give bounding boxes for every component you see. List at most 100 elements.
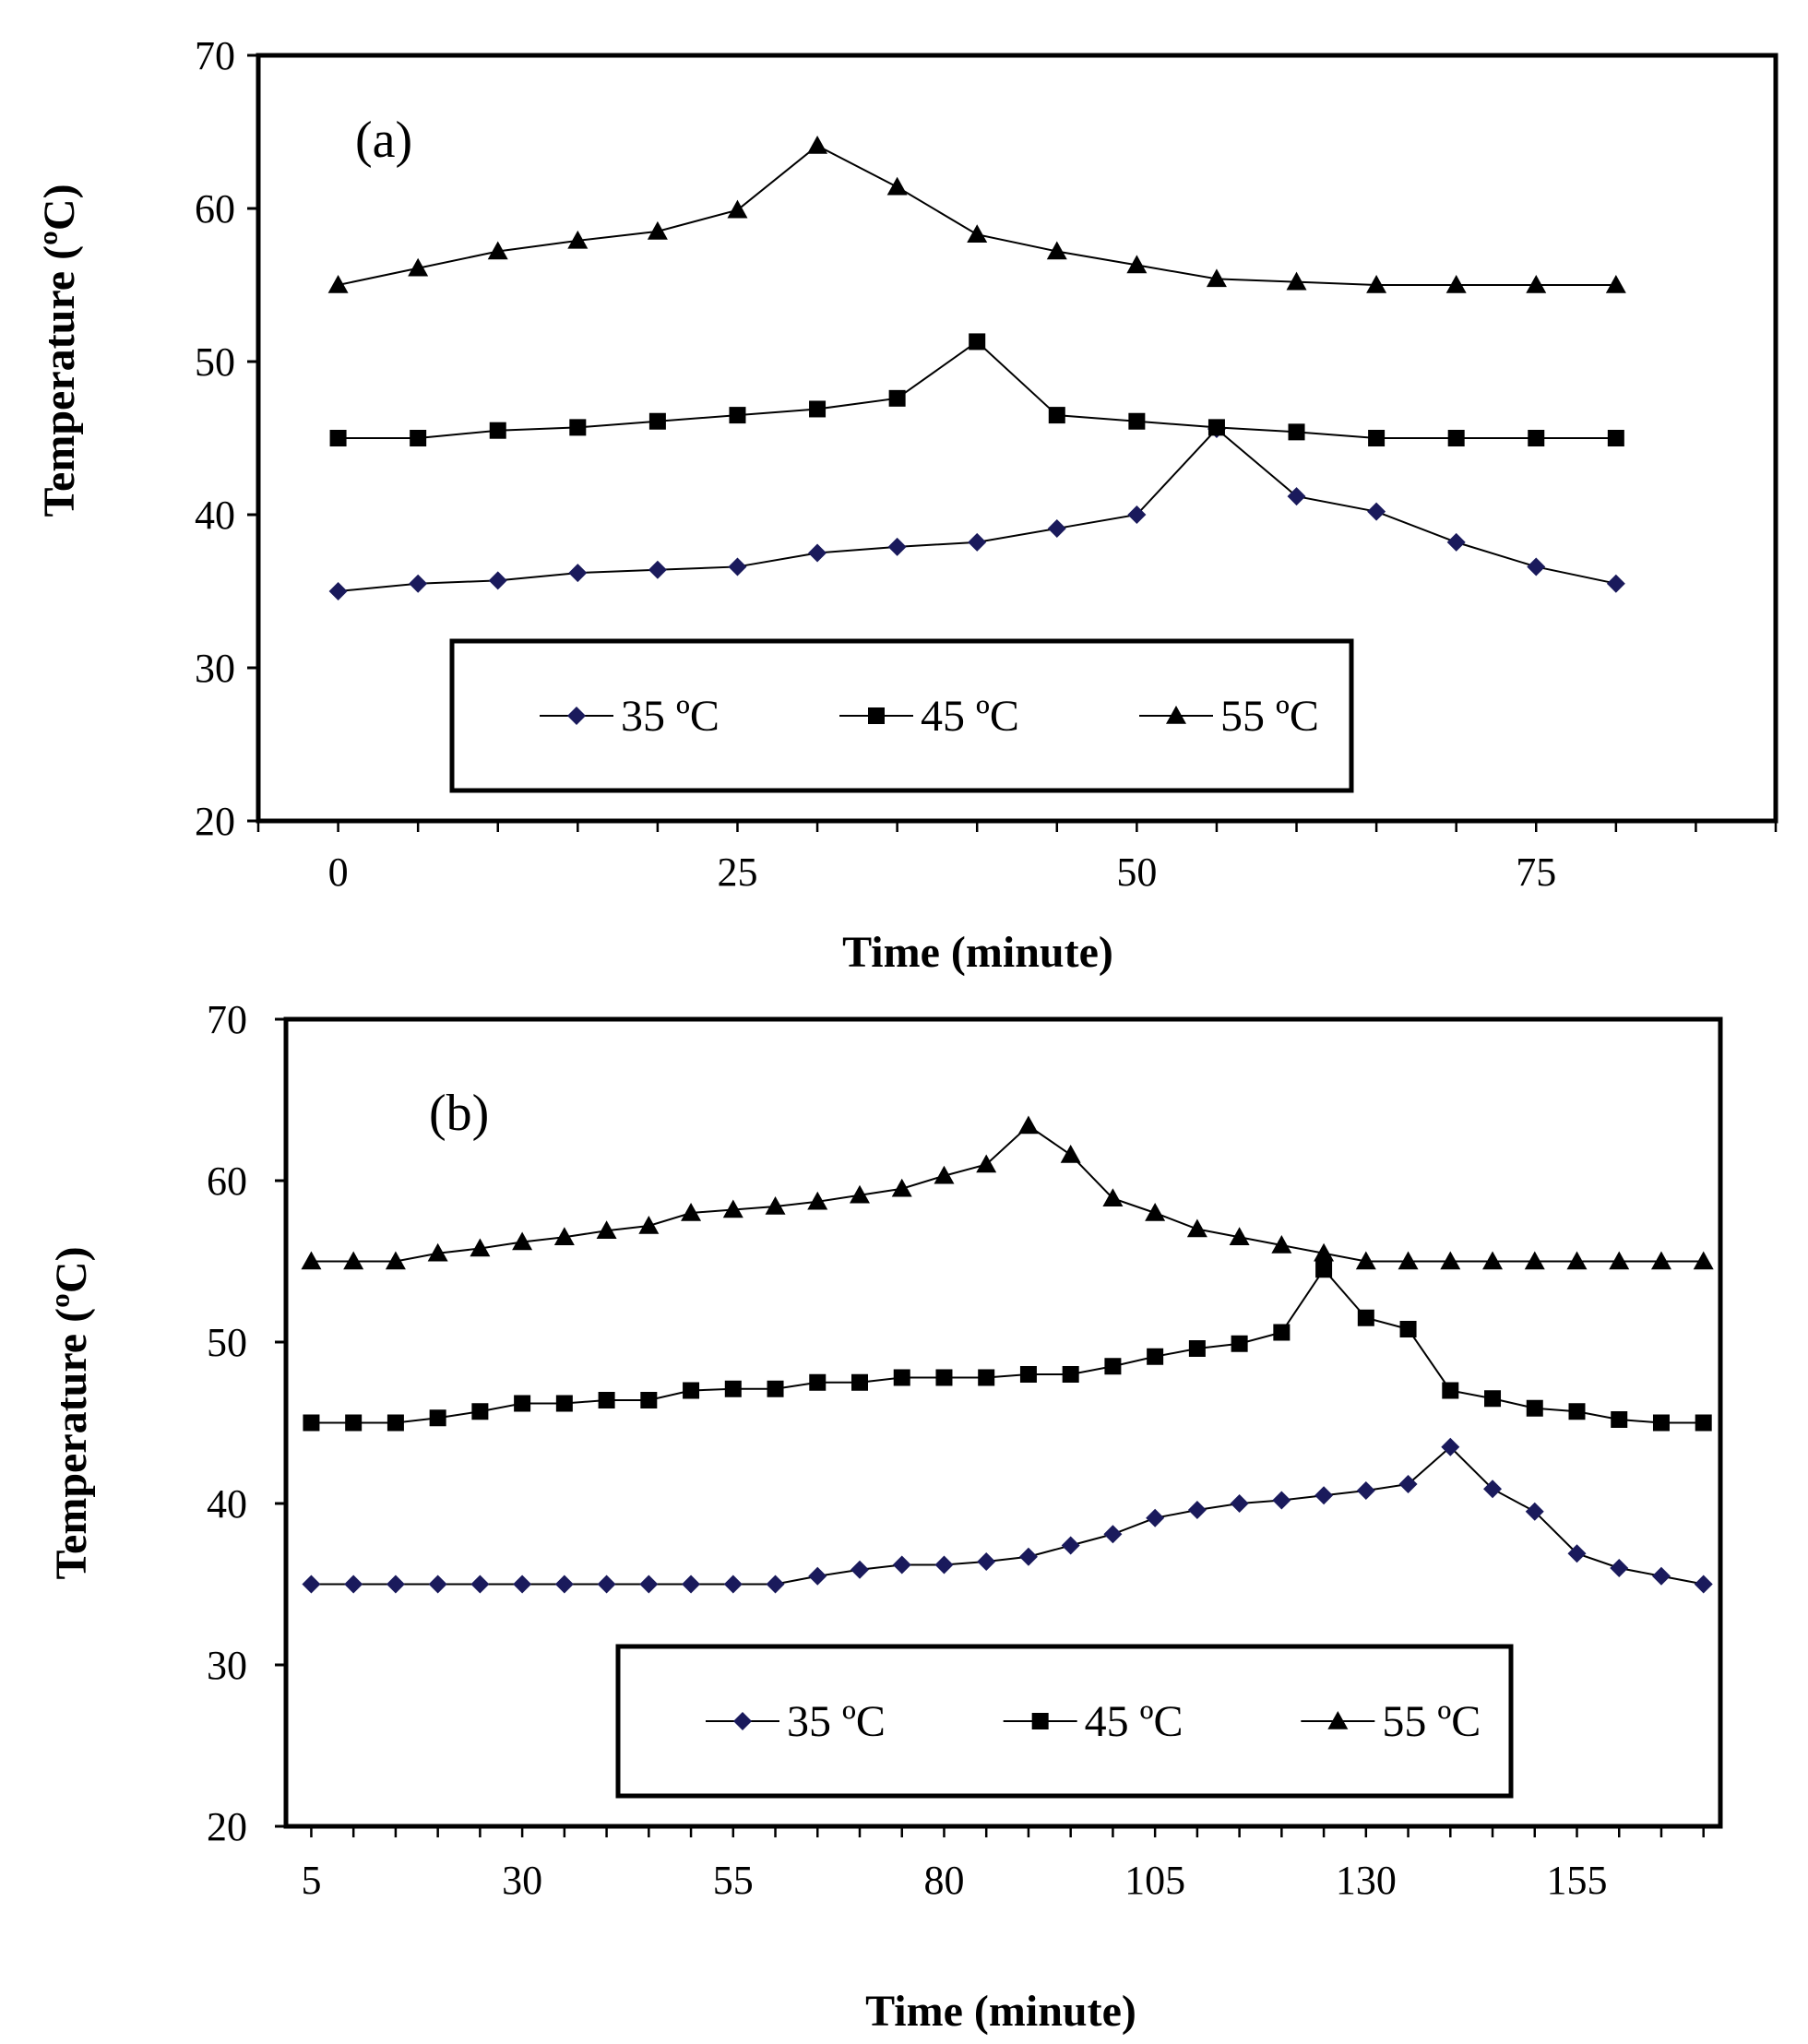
data-point [809,1373,827,1391]
y-axis-title: Temperature (ºC) [47,1246,96,1579]
x-tick-label: 50 [1116,850,1157,895]
data-point [935,1369,953,1386]
data-point [1128,412,1146,430]
data-point [648,412,666,430]
data-point [1356,1481,1375,1500]
data-point [808,1566,827,1586]
data-point [1442,1382,1459,1399]
data-point [1526,1399,1543,1417]
data-point [1061,1536,1080,1555]
data-point [886,176,908,196]
data-point [1188,1340,1206,1357]
x-tick-label: 25 [717,850,757,895]
data-point [1186,1218,1207,1238]
data-point [1527,557,1546,576]
y-tick-label: 30 [195,646,235,691]
data-point [1047,518,1066,538]
data-point [301,1251,322,1270]
data-point [471,1403,489,1420]
legend-marker [567,707,586,725]
data-point [1366,275,1387,293]
y-tick-label: 70 [195,33,235,78]
legend-marker [1327,1711,1349,1729]
data-point [1314,1242,1335,1262]
data-point [487,241,508,260]
data-point [1273,1324,1291,1341]
data-point [470,1575,490,1594]
data-point [429,1409,446,1427]
series-line-1 [338,427,1617,592]
data-point [1206,268,1227,288]
plot-area-frame [256,53,1778,824]
data-point [767,1380,784,1397]
data-point [1368,430,1386,446]
data-point [344,1575,363,1594]
x-axis-title: Time (minute) [865,1987,1136,2036]
data-point [385,1251,406,1270]
data-point [489,422,506,439]
data-point [888,389,906,407]
data-point [1610,1559,1629,1577]
data-point [598,1392,615,1408]
data-point [1355,1251,1376,1270]
y-tick-label: 70 [207,997,247,1042]
data-point [386,1575,405,1594]
data-point [409,574,428,593]
data-point [1398,1475,1418,1493]
data-point [302,1575,321,1594]
legend-label: 55 ºC [1382,1697,1481,1746]
y-tick-label: 50 [207,1320,247,1365]
data-point [1017,1115,1039,1135]
data-point [1652,1414,1670,1432]
data-point [1230,1494,1249,1513]
series-line-3 [311,1124,1704,1263]
data-point [514,1395,531,1412]
data-point [1315,1261,1333,1278]
data-point [512,1231,533,1251]
data-point [1650,1251,1671,1270]
data-point [345,1414,363,1432]
legend-label: 45 ºC [1085,1697,1184,1746]
data-point [807,135,828,154]
data-point [596,1220,617,1240]
data-point [513,1575,532,1594]
legend-label: 45 ºC [921,692,1019,741]
data-point [1694,1575,1713,1594]
data-point [1606,574,1625,593]
data-point [597,1575,616,1594]
data-point [387,1414,404,1432]
data-point [968,532,987,552]
data-point [554,1575,574,1594]
data-point [1607,430,1624,446]
series-line-1 [311,1445,1704,1586]
data-point [808,543,827,563]
data-point [1441,1437,1460,1456]
data-point [1447,430,1465,446]
legend-marker [1031,1713,1049,1729]
data-point [1446,532,1466,552]
panel-label: (a) [355,112,412,169]
data-point [891,1178,912,1197]
data-point [1609,1251,1630,1270]
data-point [976,1154,997,1173]
legend-label: 55 ºC [1220,692,1319,741]
data-point [1288,423,1305,441]
data-point [1104,1358,1122,1375]
data-point [343,1251,364,1270]
data-point [428,1575,447,1594]
data-point [1018,1547,1038,1566]
data-point [568,564,588,583]
data-point [1651,1566,1671,1586]
data-point [967,224,988,244]
data-point [303,1414,320,1432]
data-point [850,1560,869,1579]
legend-label: 35 ºC [787,1697,886,1746]
data-point [1399,1321,1417,1337]
x-tick-label: 30 [502,1858,542,1903]
data-point [1526,275,1547,293]
data-point [1103,1525,1123,1544]
data-point [727,199,748,219]
data-point [327,275,349,293]
data-point [1611,1411,1628,1428]
data-point [1102,1188,1124,1207]
